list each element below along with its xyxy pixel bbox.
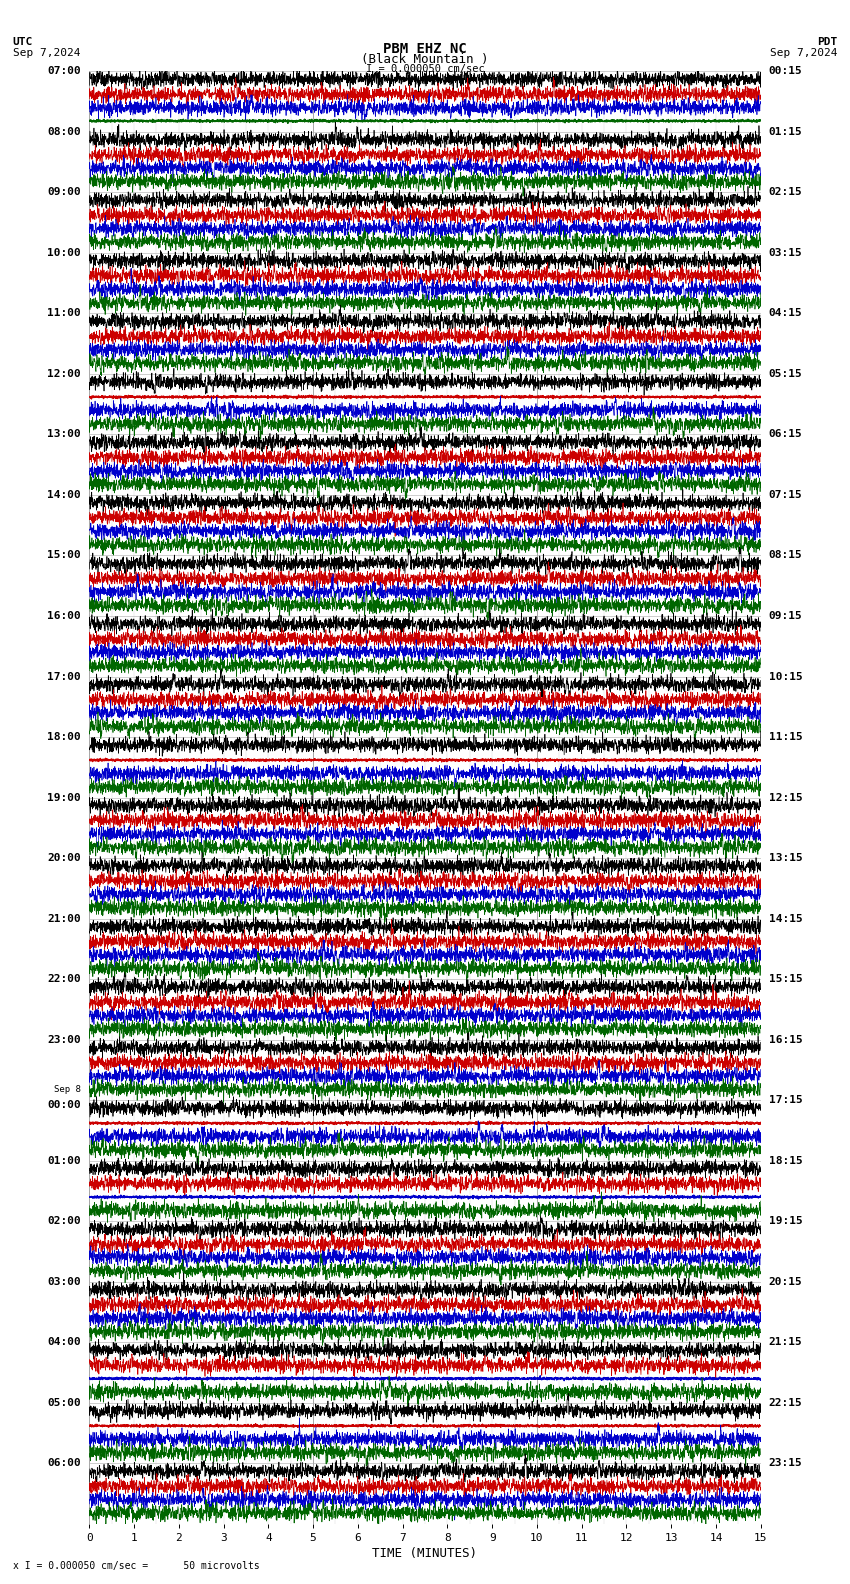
Text: 13:15: 13:15 (768, 854, 802, 863)
Text: 23:00: 23:00 (48, 1034, 82, 1044)
Text: 06:15: 06:15 (768, 429, 802, 439)
Text: 21:15: 21:15 (768, 1337, 802, 1348)
Text: 03:15: 03:15 (768, 247, 802, 258)
Text: 23:15: 23:15 (768, 1459, 802, 1468)
Text: 15:15: 15:15 (768, 974, 802, 984)
Text: 10:00: 10:00 (48, 247, 82, 258)
Text: (Black Mountain ): (Black Mountain ) (361, 52, 489, 67)
Text: Sep 8: Sep 8 (54, 1085, 82, 1095)
Text: 00:15: 00:15 (768, 67, 802, 76)
Text: Sep 7,2024: Sep 7,2024 (770, 48, 837, 59)
Text: 00:00: 00:00 (48, 1099, 82, 1110)
Text: 06:00: 06:00 (48, 1459, 82, 1468)
Text: 08:15: 08:15 (768, 551, 802, 561)
Text: Sep 7,2024: Sep 7,2024 (13, 48, 80, 59)
Text: 18:00: 18:00 (48, 732, 82, 741)
Text: 07:15: 07:15 (768, 489, 802, 501)
Text: 22:00: 22:00 (48, 974, 82, 984)
Text: 11:00: 11:00 (48, 309, 82, 318)
Text: PDT: PDT (817, 36, 837, 48)
Text: 02:15: 02:15 (768, 187, 802, 198)
Text: 04:15: 04:15 (768, 309, 802, 318)
Text: 05:15: 05:15 (768, 369, 802, 379)
Text: 17:00: 17:00 (48, 672, 82, 681)
Text: 18:15: 18:15 (768, 1156, 802, 1166)
Text: 03:00: 03:00 (48, 1277, 82, 1286)
Text: 16:15: 16:15 (768, 1034, 802, 1044)
Text: 19:00: 19:00 (48, 792, 82, 803)
Text: 19:15: 19:15 (768, 1217, 802, 1226)
Text: 13:00: 13:00 (48, 429, 82, 439)
Text: 12:15: 12:15 (768, 792, 802, 803)
Text: 09:15: 09:15 (768, 611, 802, 621)
Text: 01:00: 01:00 (48, 1156, 82, 1166)
Text: UTC: UTC (13, 36, 33, 48)
Text: x I = 0.000050 cm/sec =      50 microvolts: x I = 0.000050 cm/sec = 50 microvolts (13, 1562, 259, 1571)
Text: 14:00: 14:00 (48, 489, 82, 501)
Text: 21:00: 21:00 (48, 914, 82, 923)
Text: 11:15: 11:15 (768, 732, 802, 741)
Text: 17:15: 17:15 (768, 1095, 802, 1106)
Text: 20:15: 20:15 (768, 1277, 802, 1286)
Text: 22:15: 22:15 (768, 1397, 802, 1408)
Text: 09:00: 09:00 (48, 187, 82, 198)
Text: 07:00: 07:00 (48, 67, 82, 76)
Text: 16:00: 16:00 (48, 611, 82, 621)
Text: I = 0.000050 cm/sec: I = 0.000050 cm/sec (366, 63, 484, 74)
Text: 12:00: 12:00 (48, 369, 82, 379)
Text: PBM EHZ NC: PBM EHZ NC (383, 41, 467, 55)
Text: 10:15: 10:15 (768, 672, 802, 681)
Text: 15:00: 15:00 (48, 551, 82, 561)
X-axis label: TIME (MINUTES): TIME (MINUTES) (372, 1548, 478, 1560)
Text: 14:15: 14:15 (768, 914, 802, 923)
Text: 08:00: 08:00 (48, 127, 82, 136)
Text: 05:00: 05:00 (48, 1397, 82, 1408)
Text: 20:00: 20:00 (48, 854, 82, 863)
Text: 04:00: 04:00 (48, 1337, 82, 1348)
Text: 01:15: 01:15 (768, 127, 802, 136)
Text: 02:00: 02:00 (48, 1217, 82, 1226)
